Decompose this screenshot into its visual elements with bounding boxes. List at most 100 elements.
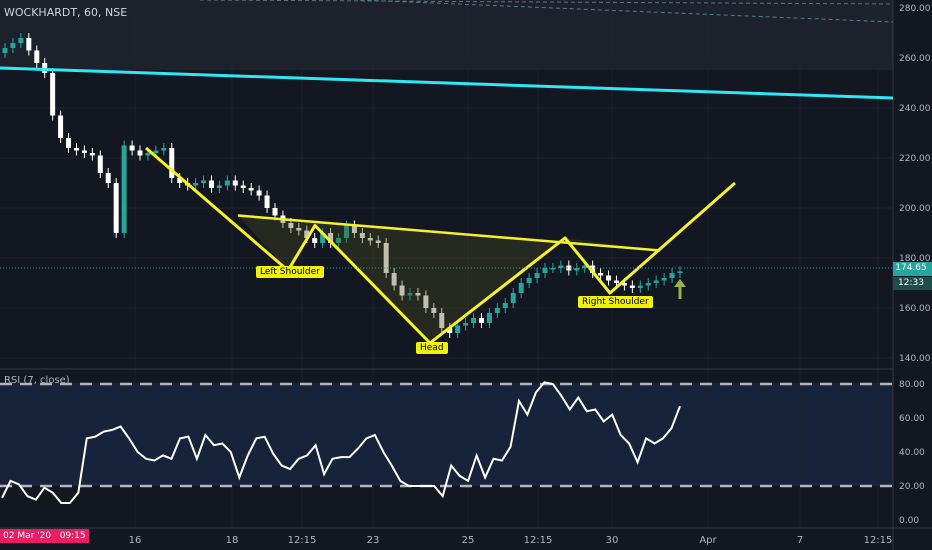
candle [10, 38, 16, 53]
candle [637, 280, 643, 293]
candle [224, 175, 230, 191]
candle [193, 178, 199, 191]
time-axis: 16 18 12:15 23 25 12:15 30 Apr 7 12:15 [129, 535, 893, 546]
candle [478, 313, 484, 328]
price-tick: 140.00 [899, 354, 931, 364]
candle [447, 323, 453, 338]
candle [216, 180, 222, 193]
countdown-box [893, 277, 932, 290]
candle [455, 320, 461, 338]
time-tick: 12:15 [864, 535, 893, 546]
cursor-time: 09:15 [59, 531, 86, 541]
candle [2, 43, 8, 58]
candle [502, 298, 508, 313]
dashed-line-top-1 [199, 0, 894, 5]
candle [113, 178, 119, 238]
candle [661, 273, 667, 286]
time-tick: 23 [367, 535, 380, 546]
candle [629, 280, 635, 293]
pattern-fill [238, 215, 660, 343]
rsi-tick: 80.00 [899, 380, 925, 390]
candle [169, 143, 175, 183]
candle [566, 260, 572, 276]
candle [240, 180, 246, 193]
rsi-tick: 0.00 [899, 516, 919, 526]
rsi-tick: 40.00 [899, 448, 925, 458]
time-tick: 12:15 [524, 535, 553, 546]
candle [526, 273, 532, 288]
candle [201, 175, 207, 188]
price-tick: 280.00 [899, 4, 931, 14]
head-tag: Head [416, 342, 448, 354]
candle [431, 303, 437, 318]
grid [0, 0, 893, 528]
candle [463, 318, 469, 331]
countdown-label: 12:33 [898, 278, 924, 288]
candle [423, 290, 429, 313]
price-tick: 180.00 [899, 254, 931, 264]
candle [73, 143, 79, 156]
candle [34, 45, 40, 68]
up-arrow-icon [674, 279, 686, 299]
candle [407, 288, 413, 301]
rsi-line [1, 381, 681, 504]
candle [645, 278, 651, 291]
rsi-tick: 20.00 [899, 482, 925, 492]
candle [58, 110, 64, 143]
candle [542, 263, 548, 278]
rsi-tick: 60.00 [899, 414, 925, 424]
candle [264, 190, 270, 213]
candle [296, 223, 302, 236]
price-tick: 220.00 [899, 154, 931, 164]
candle [129, 140, 135, 156]
candle [518, 278, 524, 298]
candle [383, 238, 389, 278]
candle [18, 33, 24, 48]
candle [439, 308, 445, 333]
time-tick: 25 [462, 535, 475, 546]
candle [105, 168, 111, 188]
neckline [237, 214, 661, 252]
dashed-line-top-2 [359, 0, 894, 23]
price-tick: 260.00 [899, 54, 931, 64]
time-tick: 18 [226, 535, 239, 546]
candle [121, 140, 127, 238]
candle [494, 303, 500, 318]
candle [208, 175, 214, 193]
candle [137, 145, 143, 161]
candle [606, 270, 612, 286]
candle [256, 185, 262, 201]
cursor-date-label: 02 Mar '20 09:15 [0, 529, 89, 543]
price-tick: 200.00 [899, 204, 931, 214]
left-shoulder-tag: Left Shoulder [256, 266, 324, 278]
trendline[interactable] [0, 66, 894, 100]
candle [351, 220, 357, 238]
time-tick: 12:15 [288, 535, 317, 546]
time-tick: Apr [699, 535, 717, 546]
candle [534, 268, 540, 283]
candle [66, 133, 72, 153]
right-shoulder-tag: Right Shoulder [578, 296, 653, 308]
price-label-box [893, 262, 932, 276]
candle [161, 143, 167, 156]
candle [81, 145, 87, 158]
time-tick: 30 [606, 535, 619, 546]
price-tick: 240.00 [899, 104, 931, 114]
candle [375, 235, 381, 248]
current-price-label: 174.65 [895, 263, 927, 273]
rsi-panel-fill [0, 383, 893, 486]
candle [97, 150, 103, 178]
candle [669, 268, 675, 283]
candle [42, 58, 48, 78]
candle [471, 313, 477, 328]
upper-shade [0, 0, 893, 70]
candle [359, 228, 365, 243]
candle [558, 260, 564, 273]
candle [26, 33, 32, 56]
candle [574, 263, 580, 276]
candle [367, 233, 373, 246]
candle [677, 266, 683, 278]
candle [653, 275, 659, 288]
candle [486, 308, 492, 328]
